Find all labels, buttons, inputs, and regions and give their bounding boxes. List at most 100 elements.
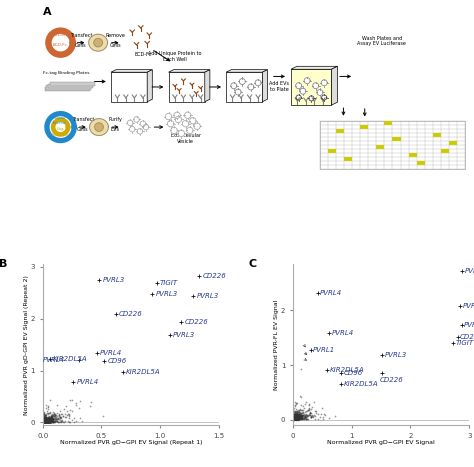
Point [41, 418, 48, 425]
Point [292, 414, 300, 422]
Point [293, 416, 301, 423]
Point [42, 418, 49, 425]
Point [291, 414, 299, 421]
Point [308, 413, 315, 421]
Point [292, 402, 299, 409]
Point [46, 416, 53, 424]
Point [40, 418, 47, 426]
Point [298, 414, 306, 421]
Point [293, 412, 301, 420]
Point [45, 416, 53, 423]
Point [41, 418, 49, 426]
Point [290, 415, 297, 422]
Point [47, 416, 55, 423]
Point [291, 414, 298, 421]
Point [46, 409, 54, 416]
Text: TIGIT: TIGIT [160, 280, 178, 286]
Point [44, 417, 52, 425]
Y-axis label: Normalized PVR-FL EV Signal: Normalized PVR-FL EV Signal [274, 299, 280, 390]
Point [293, 414, 301, 422]
Point [290, 415, 298, 423]
Point [303, 415, 310, 422]
Point [291, 415, 299, 422]
Point [76, 397, 84, 404]
Point [39, 418, 47, 426]
Point [39, 410, 47, 417]
Point [321, 411, 328, 419]
Point [40, 418, 48, 426]
Text: KIR2DL5A: KIR2DL5A [126, 368, 161, 375]
Point [43, 417, 51, 424]
Point [292, 414, 300, 421]
Point [297, 415, 304, 422]
Point [40, 417, 48, 425]
Point [39, 415, 47, 423]
Point [292, 416, 299, 423]
Point [291, 415, 298, 423]
Point [39, 417, 47, 424]
Point [289, 415, 297, 423]
Point [41, 417, 49, 425]
Text: Interest: Interest [53, 121, 66, 125]
Point [48, 415, 55, 422]
Point [42, 411, 49, 419]
Point [41, 418, 48, 425]
Point [292, 415, 300, 422]
Point [48, 416, 55, 423]
Point [42, 418, 49, 426]
Point [303, 416, 310, 423]
Point [290, 416, 298, 423]
Point [290, 416, 297, 423]
Point [290, 416, 298, 423]
Point [41, 417, 49, 424]
Point [293, 414, 301, 421]
Point [292, 413, 299, 421]
Point [40, 416, 47, 424]
Point [55, 418, 62, 426]
Point [39, 418, 47, 426]
Point [295, 414, 303, 421]
Point [293, 409, 301, 417]
Point [292, 416, 300, 423]
Point [48, 417, 55, 425]
Point [294, 413, 301, 420]
Point [41, 417, 49, 425]
Point [39, 417, 46, 425]
Polygon shape [205, 70, 210, 102]
Point [292, 414, 299, 422]
Point [40, 415, 47, 423]
Point [292, 414, 299, 421]
Point [42, 416, 49, 424]
Point [40, 418, 48, 425]
Point [42, 417, 50, 425]
Point [291, 414, 298, 422]
Point [292, 414, 299, 422]
Point [301, 410, 308, 418]
Point [46, 415, 54, 423]
Point [292, 415, 300, 422]
Point [293, 414, 301, 422]
Point [44, 418, 51, 426]
Point [307, 405, 314, 413]
Point [52, 416, 60, 424]
Point [39, 417, 47, 425]
Point [43, 418, 50, 425]
Point [297, 413, 304, 421]
Point [290, 412, 298, 420]
Point [293, 414, 301, 422]
Point [290, 414, 297, 422]
Point [290, 414, 297, 421]
Point [290, 416, 297, 423]
Point [291, 416, 299, 423]
Point [291, 414, 298, 421]
Point [41, 418, 48, 425]
Polygon shape [46, 85, 91, 90]
Point [292, 415, 300, 422]
Point [310, 411, 318, 418]
Point [43, 415, 51, 422]
Point [299, 412, 307, 420]
Point [296, 415, 303, 422]
Point [45, 415, 52, 423]
Point [290, 415, 298, 423]
Point [293, 416, 301, 423]
